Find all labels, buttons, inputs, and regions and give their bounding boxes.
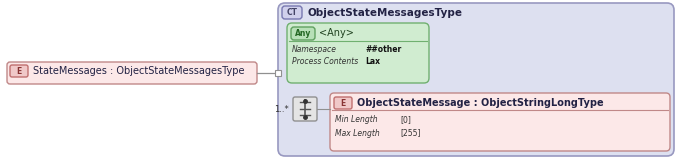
Bar — [275, 70, 281, 76]
FancyBboxPatch shape — [10, 65, 28, 77]
Text: [255]: [255] — [400, 128, 420, 138]
FancyBboxPatch shape — [278, 3, 674, 156]
Text: Namespace: Namespace — [292, 45, 337, 55]
Text: Min Length: Min Length — [335, 115, 378, 124]
Text: Lax: Lax — [365, 58, 380, 66]
FancyBboxPatch shape — [330, 93, 670, 151]
Text: Process Contents: Process Contents — [292, 58, 358, 66]
Text: E: E — [340, 98, 346, 107]
Text: <Any>: <Any> — [319, 28, 354, 38]
Text: ObjectStateMessage : ObjectStringLongType: ObjectStateMessage : ObjectStringLongTyp… — [357, 98, 603, 108]
FancyBboxPatch shape — [287, 23, 429, 83]
FancyBboxPatch shape — [334, 97, 352, 109]
Text: E: E — [16, 66, 22, 76]
Text: [0]: [0] — [400, 115, 411, 124]
FancyBboxPatch shape — [293, 97, 317, 121]
Text: ObjectStateMessagesType: ObjectStateMessagesType — [307, 7, 462, 17]
FancyBboxPatch shape — [7, 62, 257, 84]
Text: 1..*: 1..* — [274, 104, 289, 114]
Text: StateMessages : ObjectStateMessagesType: StateMessages : ObjectStateMessagesType — [33, 66, 245, 76]
Text: Max Length: Max Length — [335, 128, 380, 138]
FancyBboxPatch shape — [282, 6, 302, 19]
Text: CT: CT — [287, 8, 298, 17]
Text: ##other: ##other — [365, 45, 401, 55]
Text: Any: Any — [295, 29, 311, 38]
FancyBboxPatch shape — [291, 27, 315, 40]
